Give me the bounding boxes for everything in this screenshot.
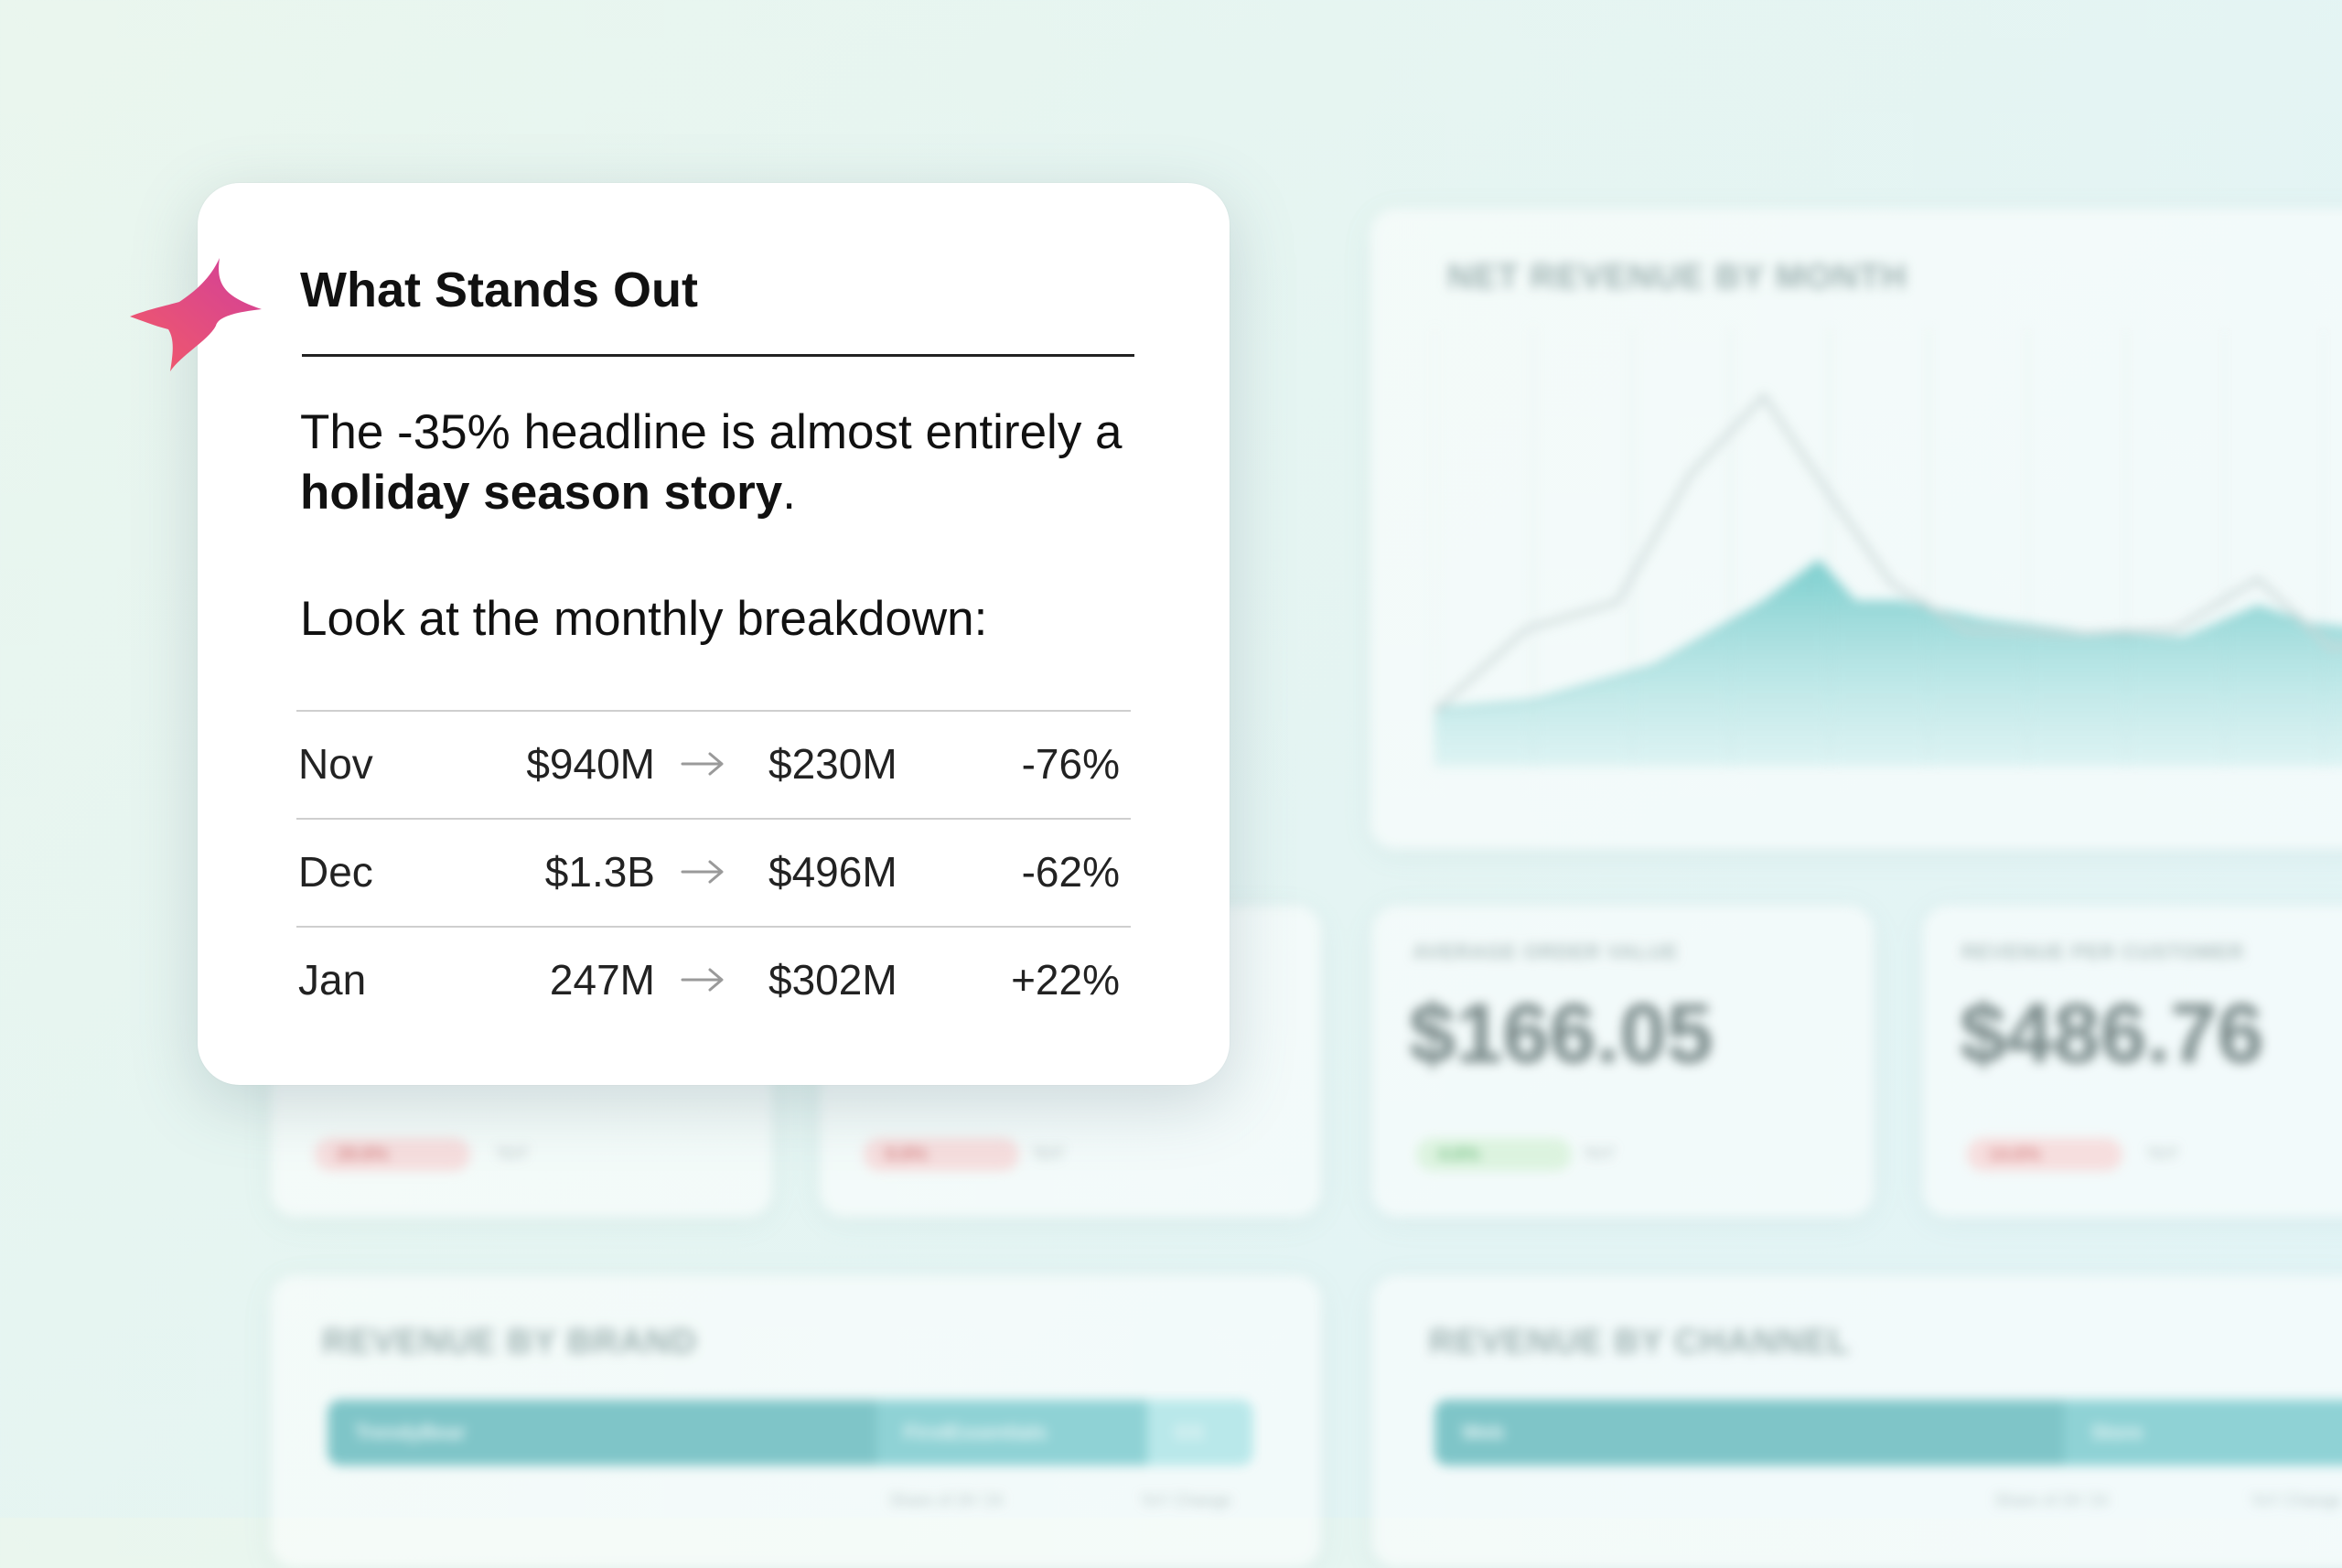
insight-card: What Stands Out The -35% headline is alm… xyxy=(198,183,1230,1085)
insight-card-title: What Stands Out xyxy=(300,263,698,317)
table-row: Dec $1.3B $496M -62% xyxy=(296,818,1131,926)
kpi-card-aov: AVERAGE ORDER VALUE $166.05 4.6% YoY xyxy=(1372,906,1874,1217)
channel-bar: Web Store xyxy=(1434,1400,2342,1466)
kpi-rpc-delta: 14.6% xyxy=(1967,1138,2122,1171)
brand-card: REVENUE BY BRAND TrendyBear FirstEssenti… xyxy=(271,1275,1321,1568)
kpi-1-delta: 29.8% xyxy=(315,1138,470,1171)
channel-seg-2: Store xyxy=(2064,1400,2342,1466)
kpi-card-rpc: REVENUE PER CUSTOMER $486.76 14.6% YoY xyxy=(1923,906,2342,1217)
channel-card: REVENUE BY CHANNEL Web Store Share of 2H… xyxy=(1372,1275,2342,1568)
brand-seg-1: TrendyBear xyxy=(328,1400,876,1466)
brand-foot-share: Share of 2H '24 xyxy=(889,1491,1004,1509)
kpi-rpc-value: $486.76 xyxy=(1960,987,2264,1080)
headline-emphasis: holiday season story xyxy=(300,466,783,520)
kpi-rpc-note: YoY xyxy=(2146,1144,2179,1164)
kpi-1-note: YoY xyxy=(496,1144,529,1164)
row-change: -76% xyxy=(1021,740,1120,788)
row-to-value: $302M xyxy=(768,956,897,1004)
row-to-value: $496M xyxy=(768,848,897,896)
row-month: Dec xyxy=(298,848,373,896)
row-change: +22% xyxy=(1011,956,1120,1004)
revenue-chart-card: NET REVENUE BY MONTH xyxy=(1370,209,2342,849)
headline-period: . xyxy=(782,466,796,520)
table-divider xyxy=(296,710,1131,712)
insight-headline: The -35% headline is almost entirely a h… xyxy=(300,403,1160,523)
kpi-aov-delta: 4.6% xyxy=(1416,1138,1572,1171)
sparkle-icon xyxy=(130,258,262,371)
arrow-right-icon xyxy=(681,710,726,818)
row-from-value: $1.3B xyxy=(544,848,655,896)
kpi-aov-label: AVERAGE ORDER VALUE xyxy=(1413,940,1679,963)
kpi-2-note: YoY xyxy=(1032,1144,1065,1164)
kpi-rpc-label: REVENUE PER CUSTOMER xyxy=(1961,940,2245,963)
kpi-aov-note: YoY xyxy=(1583,1144,1616,1164)
table-divider xyxy=(296,818,1131,820)
table-row: Nov $940M $230M -76% xyxy=(296,710,1131,818)
row-from-value: 247M xyxy=(549,956,655,1004)
channel-title: REVENUE BY CHANNEL xyxy=(1429,1323,1851,1361)
brand-seg-2: FirstEssentials xyxy=(876,1400,1147,1466)
row-month: Jan xyxy=(298,956,367,1004)
channel-seg-1: Web xyxy=(1434,1400,2064,1466)
brand-seg-3: GS xyxy=(1147,1400,1253,1466)
headline-text: The -35% headline is almost entirely a xyxy=(300,405,1123,459)
kpi-2-delta: 8.8% xyxy=(864,1138,1019,1171)
revenue-area-chart xyxy=(1434,328,2342,767)
table-divider xyxy=(296,926,1131,928)
row-from-value: $940M xyxy=(526,740,655,788)
brand-title: REVENUE BY BRAND xyxy=(322,1323,698,1361)
row-month: Nov xyxy=(298,740,373,788)
arrow-right-icon xyxy=(681,926,726,1034)
arrow-right-icon xyxy=(681,818,726,926)
brand-bar: TrendyBear FirstEssentials GS xyxy=(328,1400,1253,1466)
channel-foot-yoy: YoY Change xyxy=(2251,1491,2342,1509)
row-to-value: $230M xyxy=(768,740,897,788)
monthly-breakdown-table: Nov $940M $230M -76% Dec $1.3B $496M -62… xyxy=(296,710,1131,1034)
channel-foot-share: Share of 2H '24 xyxy=(1994,1491,2109,1509)
table-row: Jan 247M $302M +22% xyxy=(296,926,1131,1034)
title-divider xyxy=(302,354,1134,357)
revenue-chart-title: NET REVENUE BY MONTH xyxy=(1447,258,1907,296)
brand-foot-yoy: YoY Change xyxy=(1140,1491,1232,1509)
kpi-aov-value: $166.05 xyxy=(1409,987,1714,1080)
row-change: -62% xyxy=(1021,848,1120,896)
breakdown-intro: Look at the monthly breakdown: xyxy=(300,592,988,646)
